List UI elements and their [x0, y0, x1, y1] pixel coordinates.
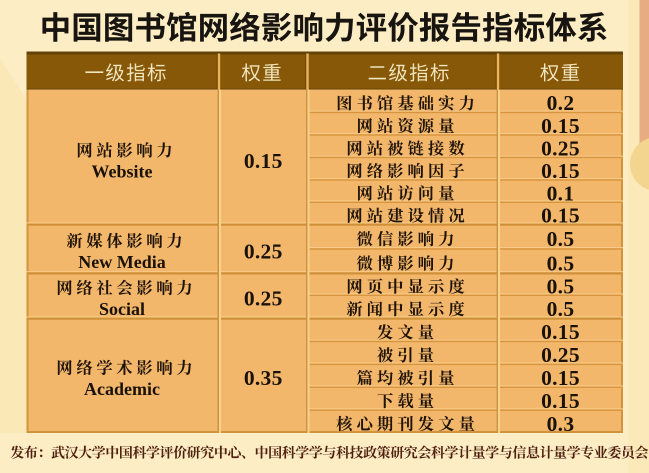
svg-text:0.35: 0.35	[244, 366, 283, 390]
svg-text:0.15: 0.15	[541, 389, 580, 413]
svg-text:0.25: 0.25	[244, 286, 283, 310]
svg-text:0.15: 0.15	[541, 159, 580, 183]
svg-text:0.3: 0.3	[547, 412, 575, 436]
svg-text:0.2: 0.2	[547, 91, 575, 115]
svg-text:Academic: Academic	[84, 379, 160, 399]
svg-text:0.5: 0.5	[547, 227, 575, 251]
svg-text:0.5: 0.5	[547, 297, 575, 321]
svg-text:0.15: 0.15	[541, 114, 580, 138]
svg-text:New Media: New Media	[78, 252, 165, 272]
svg-text:0.15: 0.15	[244, 149, 283, 173]
svg-text:0.25: 0.25	[244, 239, 283, 263]
svg-text:0.5: 0.5	[547, 251, 575, 275]
svg-text:0.25: 0.25	[541, 136, 580, 160]
svg-text:0.15: 0.15	[541, 366, 580, 390]
svg-text:0.15: 0.15	[541, 204, 580, 228]
svg-text:0.1: 0.1	[547, 181, 575, 205]
svg-text:0.15: 0.15	[541, 320, 580, 344]
svg-text:0.5: 0.5	[547, 274, 575, 298]
svg-text:0.25: 0.25	[541, 343, 580, 367]
svg-text:Website: Website	[92, 162, 153, 182]
svg-text:Social: Social	[99, 299, 145, 319]
